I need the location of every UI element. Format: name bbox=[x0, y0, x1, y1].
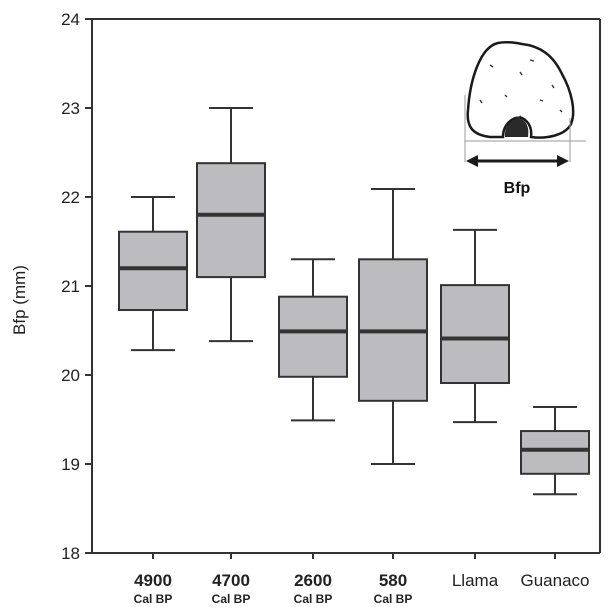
y-tick-label: 24 bbox=[61, 10, 80, 29]
bone-texture bbox=[479, 59, 563, 130]
x-tick-label: Llama bbox=[452, 571, 499, 590]
x-tick-label: 4700 bbox=[212, 571, 250, 590]
x-labels: 4900 Cal BP 4700 Cal BP 2600 Cal BP 580 Cal BP L… bbox=[134, 553, 590, 606]
x-tick-sublabel: Cal BP bbox=[294, 592, 333, 606]
box-2 bbox=[196, 107, 266, 343]
x-tick-label: Guanaco bbox=[521, 571, 590, 590]
iqr-box bbox=[278, 295, 348, 378]
y-tick-label: 18 bbox=[61, 544, 80, 563]
y-tick-label: 19 bbox=[61, 455, 80, 474]
inset-label: Bfp bbox=[504, 180, 531, 197]
x-tick-label: 4900 bbox=[134, 571, 172, 590]
measure-arrow-left-head bbox=[466, 155, 478, 167]
y-tick-label: 22 bbox=[61, 188, 80, 207]
inset-bone-illustration: Bfp bbox=[464, 41, 586, 197]
iqr-box bbox=[196, 162, 266, 279]
y-ticks: 18 19 20 21 22 23 24 bbox=[61, 10, 92, 563]
x-tick-sublabel: Cal BP bbox=[212, 592, 251, 606]
measure-arrow-right-head bbox=[557, 155, 569, 167]
y-axis-title: Bfp (mm) bbox=[10, 265, 29, 335]
y-tick-label: 21 bbox=[61, 277, 80, 296]
boxes bbox=[118, 107, 590, 496]
box-4 bbox=[358, 187, 428, 465]
bone-outline bbox=[466, 41, 575, 139]
iqr-box bbox=[440, 284, 510, 385]
x-tick-label: 2600 bbox=[294, 571, 332, 590]
bone-foramen bbox=[504, 118, 529, 137]
x-tick-sublabel: Cal BP bbox=[374, 592, 413, 606]
iqr-box bbox=[118, 230, 188, 312]
box-1 bbox=[118, 196, 188, 352]
iqr-box bbox=[520, 430, 590, 475]
box-3 bbox=[278, 258, 348, 422]
box-6 bbox=[520, 406, 590, 496]
x-tick-label: 580 bbox=[379, 571, 407, 590]
y-tick-label: 23 bbox=[61, 99, 80, 118]
box-5 bbox=[440, 228, 510, 424]
y-tick-label: 20 bbox=[61, 366, 80, 385]
x-tick-sublabel: Cal BP bbox=[134, 592, 173, 606]
